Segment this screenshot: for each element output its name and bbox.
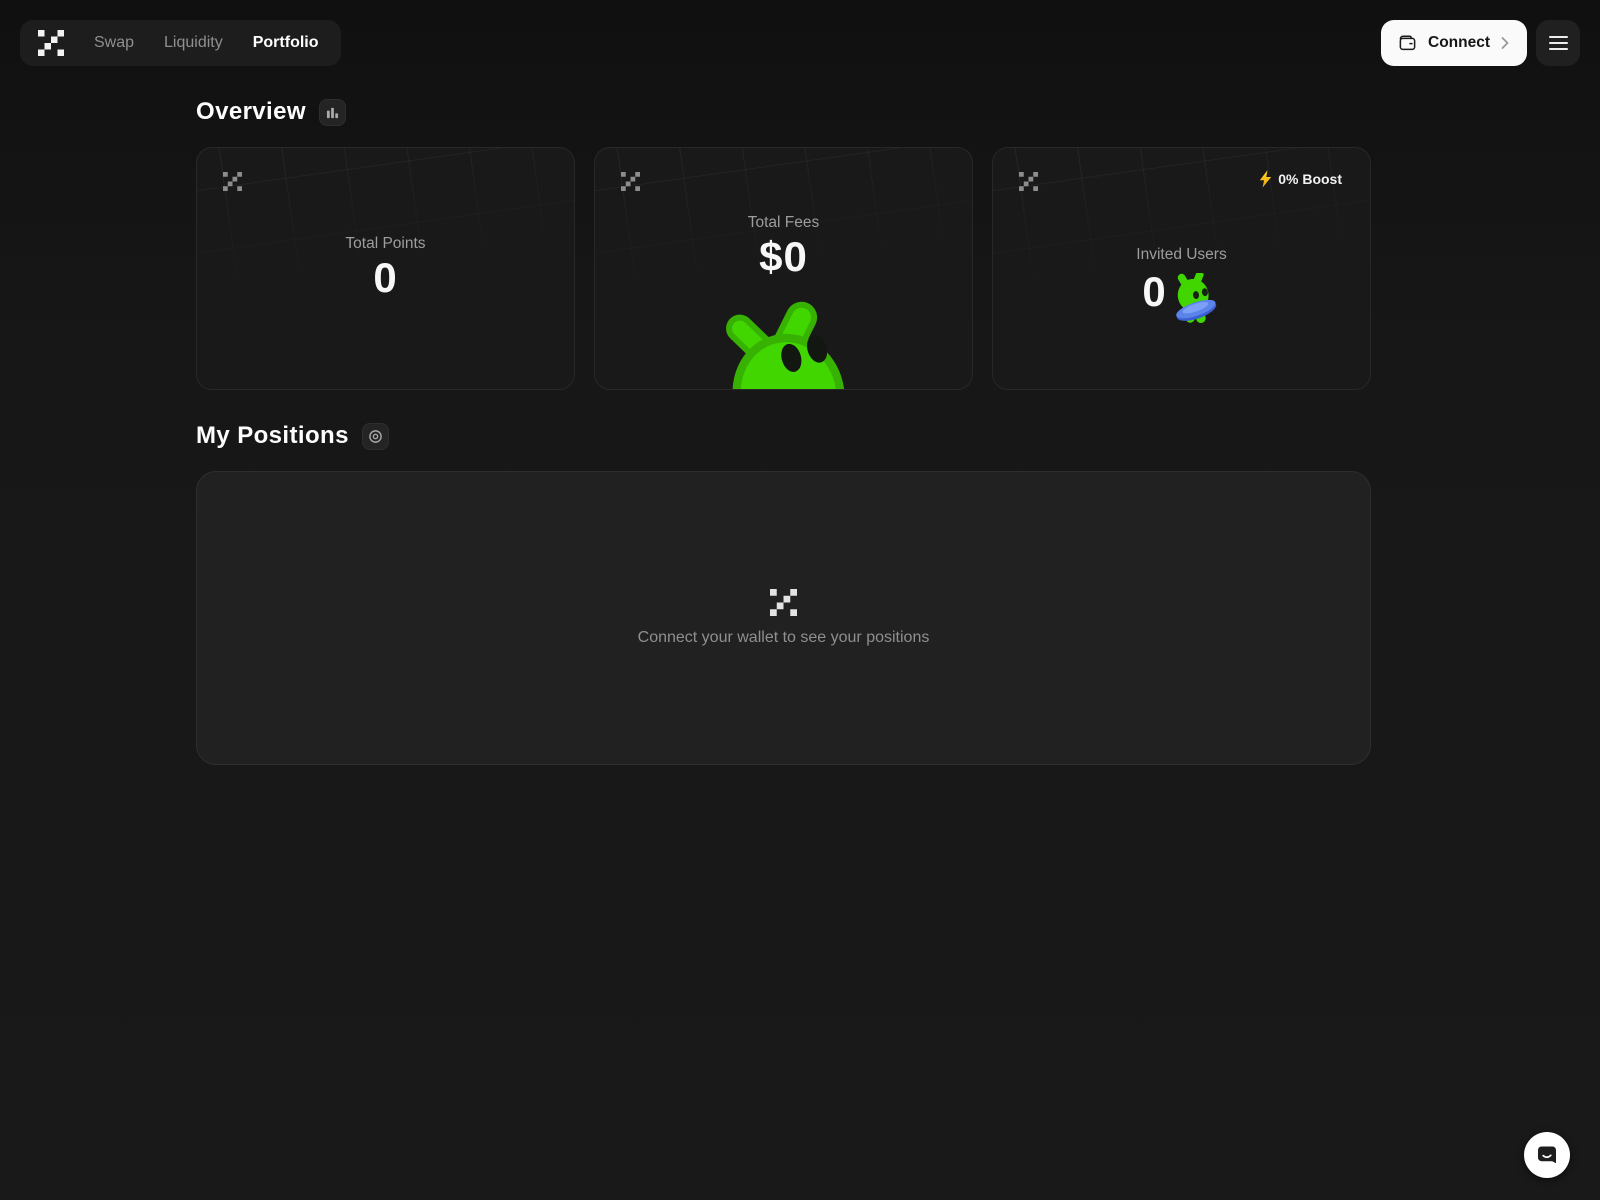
connect-button-label: Connect bbox=[1428, 34, 1490, 51]
pixel-x-icon bbox=[621, 172, 640, 191]
pixel-x-icon bbox=[770, 589, 797, 616]
invited-users-label: Invited Users bbox=[1136, 246, 1227, 263]
connect-wallet-button[interactable]: Connect bbox=[1381, 20, 1527, 66]
nav-pill: Swap Liquidity Portfolio bbox=[20, 20, 341, 66]
overview-title: Overview bbox=[196, 98, 306, 125]
nav-item-portfolio[interactable]: Portfolio bbox=[252, 34, 319, 51]
positions-empty-card: Connect your wallet to see your position… bbox=[196, 471, 1371, 765]
green-alien-mascot-icon bbox=[723, 299, 845, 389]
boost-badge: 0% Boost bbox=[1259, 170, 1342, 188]
wallet-icon bbox=[1398, 34, 1417, 53]
overview-header: Overview bbox=[196, 97, 1371, 127]
nav-item-liquidity[interactable]: Liquidity bbox=[164, 34, 223, 51]
chat-launcher-button[interactable] bbox=[1524, 1132, 1570, 1178]
boost-badge-label: 0% Boost bbox=[1278, 171, 1342, 187]
stat-card-invited-users: 0% Boost Invited Users 0 bbox=[992, 147, 1371, 390]
stats-chart-button[interactable] bbox=[318, 98, 346, 126]
alien-on-ufo-icon bbox=[1169, 273, 1221, 325]
lightning-icon bbox=[1259, 170, 1272, 188]
main-content: Overview Total Points bbox=[196, 97, 1371, 765]
chevron-right-icon bbox=[1501, 37, 1509, 49]
nav-item-swap[interactable]: Swap bbox=[94, 34, 135, 51]
toggle-visibility-button[interactable] bbox=[361, 422, 389, 450]
stat-card-total-points: Total Points 0 bbox=[196, 147, 575, 390]
total-fees-value: $0 bbox=[759, 233, 808, 280]
brand-pixel-x-logo-icon[interactable] bbox=[38, 30, 64, 56]
chat-bubble-icon bbox=[1535, 1143, 1559, 1167]
total-points-value: 0 bbox=[373, 254, 398, 301]
bar-chart-icon bbox=[326, 106, 339, 119]
hamburger-menu-button[interactable] bbox=[1536, 20, 1580, 66]
pixel-x-icon bbox=[223, 172, 242, 191]
total-fees-label: Total Fees bbox=[747, 214, 820, 231]
top-bar: Swap Liquidity Portfolio Connect bbox=[20, 20, 1580, 66]
top-bar-right: Connect bbox=[1381, 20, 1580, 66]
positions-header: My Positions bbox=[196, 421, 1371, 451]
stat-card-total-fees: Total Fees $0 bbox=[594, 147, 973, 390]
eye-icon bbox=[368, 429, 383, 444]
invited-users-value: 0 bbox=[1142, 268, 1167, 315]
positions-empty-message: Connect your wallet to see your position… bbox=[637, 629, 930, 646]
positions-title: My Positions bbox=[196, 422, 349, 449]
total-points-label: Total Points bbox=[345, 235, 426, 252]
overview-cards: Total Points 0 Total Fees $0 bbox=[196, 147, 1371, 390]
pixel-x-icon bbox=[1019, 172, 1038, 191]
